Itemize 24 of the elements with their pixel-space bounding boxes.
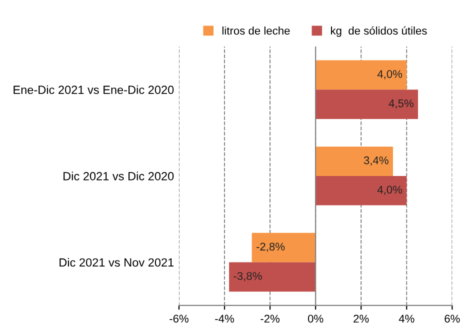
x-tick-label: 0% — [308, 314, 324, 323]
data-label: -3,8% — [234, 272, 262, 282]
y-tick-label: Dic 2021 vs Nov 2021 — [60, 258, 174, 267]
x-tick-label: -6% — [170, 314, 188, 323]
bar — [316, 60, 407, 90]
bar — [316, 176, 407, 206]
legend-label: litros de leche — [222, 26, 290, 35]
legend-label: kg de sólidos útiles — [331, 26, 427, 37]
x-tick-label: 2% — [354, 314, 369, 323]
x-tick-label: -4% — [215, 314, 234, 323]
x-tick-label: 6% — [444, 314, 460, 323]
bar — [229, 262, 316, 292]
data-label: 3,4% — [364, 156, 388, 166]
data-label: -2,8% — [256, 242, 285, 252]
bar — [316, 90, 418, 119]
y-tick-label: Dic 2021 vs Dic 2020 — [64, 172, 174, 180]
data-label: 4,5% — [388, 99, 414, 109]
data-label: 4,0% — [377, 186, 402, 195]
bar — [252, 232, 316, 262]
bar — [316, 146, 393, 176]
data-label: 4,0% — [377, 70, 402, 80]
y-tick-label: Ene-Dic 2021 vs Ene-Dic 2020 — [14, 85, 174, 94]
x-tick-label: 4% — [398, 314, 414, 323]
x-tick-label: -2% — [260, 314, 280, 323]
